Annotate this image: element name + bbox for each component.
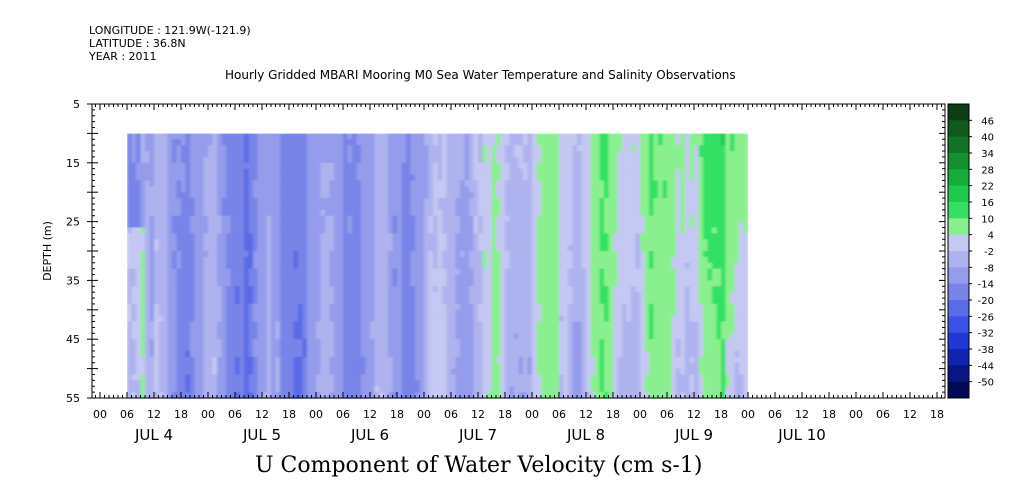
x-hour-tick-label: 00 <box>93 408 107 421</box>
colorbar-swatch <box>948 381 969 399</box>
x-hour-tick-label: 06 <box>228 408 242 421</box>
x-day-label: JUL 5 <box>242 426 281 444</box>
axes: 00 06 12 18 00 06 12 18 00 06 12 18 00 06 12 18 00 06 12 18… <box>41 98 946 444</box>
x-hour-tick-label: 00 <box>417 408 431 421</box>
variable-label: U Component of Water Velocity (cm s-1) <box>255 453 703 478</box>
x-hour-tick-label: 06 <box>336 408 350 421</box>
colorbar-label: 34 <box>981 149 994 160</box>
colorbar-swatch <box>948 136 969 154</box>
colorbar-swatch <box>948 332 969 350</box>
colorbar: 46 40 34 28 22 16 10 4 -2 -8 -14 -20 -26 -32 -38 -44 -50 <box>947 103 994 399</box>
x-hour-tick-label: 06 <box>552 408 566 421</box>
colorbar-swatch <box>948 202 969 219</box>
x-day-label: JUL 7 <box>458 426 497 444</box>
year-label: YEAR : 2011 <box>89 50 157 63</box>
colorbar-swatch <box>948 316 969 334</box>
colorbar-label: -32 <box>978 329 994 340</box>
colorbar-label: 16 <box>981 198 994 209</box>
x-hour-tick-label: 18 <box>714 408 728 421</box>
colorbar-swatch <box>948 300 969 317</box>
colorbar-swatch <box>948 365 969 383</box>
colorbar-swatch <box>948 104 969 121</box>
x-hour-tick-label: 00 <box>741 408 755 421</box>
x-hour-tick-label: 18 <box>930 408 944 421</box>
colorbar-label: 4 <box>988 231 994 242</box>
x-hour-tick-label: 00 <box>201 408 215 421</box>
colorbar-swatch <box>948 153 969 170</box>
x-hour-tick-label: 18 <box>606 408 620 421</box>
x-hour-tick-label: 00 <box>849 408 863 421</box>
y-tick-label: 25 <box>66 216 80 229</box>
colorbar-swatch <box>948 267 969 285</box>
x-hour-tick-label: 12 <box>687 408 701 421</box>
x-hour-tick-label: 06 <box>120 408 134 421</box>
colorbar-swatch <box>948 169 969 187</box>
colorbar-label: -44 <box>978 361 994 372</box>
y-tick-label: 45 <box>66 333 80 346</box>
x-hour-tick-label: 06 <box>876 408 890 421</box>
velocity-field <box>93 105 944 399</box>
x-hour-tick-label: 00 <box>633 408 647 421</box>
colorbar-swatch <box>948 349 969 366</box>
x-day-label: JUL 8 <box>566 426 605 444</box>
y-tick-label: 5 <box>73 98 80 111</box>
colorbar-swatch <box>948 185 969 203</box>
colorbar-label: -14 <box>978 280 994 291</box>
colorbar-swatch <box>948 120 969 138</box>
x-hour-tick-label: 12 <box>255 408 269 421</box>
x-day-label: JUL 6 <box>350 426 389 444</box>
x-hour-tick-label: 00 <box>525 408 539 421</box>
x-day-label: JUL 9 <box>674 426 713 444</box>
x-hour-tick-label: 18 <box>282 408 296 421</box>
chart-title: Hourly Gridded MBARI Mooring M0 Sea Wate… <box>225 68 736 82</box>
x-hour-tick-label: 06 <box>444 408 458 421</box>
colorbar-label: -2 <box>984 247 994 258</box>
colorbar-label: 46 <box>981 116 994 127</box>
x-hour-tick-label: 12 <box>903 408 917 421</box>
x-hour-tick-label: 12 <box>147 408 161 421</box>
colorbar-label: -8 <box>984 263 994 274</box>
x-hour-tick-label: 12 <box>363 408 377 421</box>
y-axis-label: DEPTH (m) <box>41 221 54 281</box>
y-tick-label: 15 <box>66 157 80 170</box>
x-hour-tick-label: 18 <box>498 408 512 421</box>
colorbar-swatch <box>948 218 969 236</box>
colorbar-label: -20 <box>978 296 994 307</box>
x-hour-tick-label: 18 <box>822 408 836 421</box>
colorbar-swatch <box>948 234 969 252</box>
latitude-label: LATITUDE : 36.8N <box>89 37 186 50</box>
colorbar-label: 28 <box>981 165 994 176</box>
colorbar-label: -26 <box>978 312 994 323</box>
colorbar-label: 40 <box>981 133 994 144</box>
colorbar-label: 10 <box>981 214 994 225</box>
x-hour-tick-label: 06 <box>768 408 782 421</box>
colorbar-swatch <box>948 283 969 301</box>
colorbar-label: 22 <box>981 182 994 193</box>
x-hour-tick-label: 06 <box>660 408 674 421</box>
y-tick-label: 55 <box>66 392 80 405</box>
longitude-label: LONGITUDE : 121.9W(-121.9) <box>89 24 251 37</box>
x-hour-tick-label: 12 <box>795 408 809 421</box>
colorbar-label: -38 <box>978 345 994 356</box>
x-hour-tick-label: 12 <box>471 408 485 421</box>
x-hour-tick-label: 00 <box>309 408 323 421</box>
colorbar-label: -50 <box>978 378 994 389</box>
x-day-label: JUL 10 <box>777 426 826 444</box>
x-hour-tick-label: 12 <box>579 408 593 421</box>
y-tick-label: 35 <box>66 274 80 287</box>
colorbar-swatch <box>948 251 969 268</box>
x-hour-tick-label: 18 <box>174 408 188 421</box>
x-day-label: JUL 4 <box>134 426 173 444</box>
x-hour-tick-label: 18 <box>390 408 404 421</box>
